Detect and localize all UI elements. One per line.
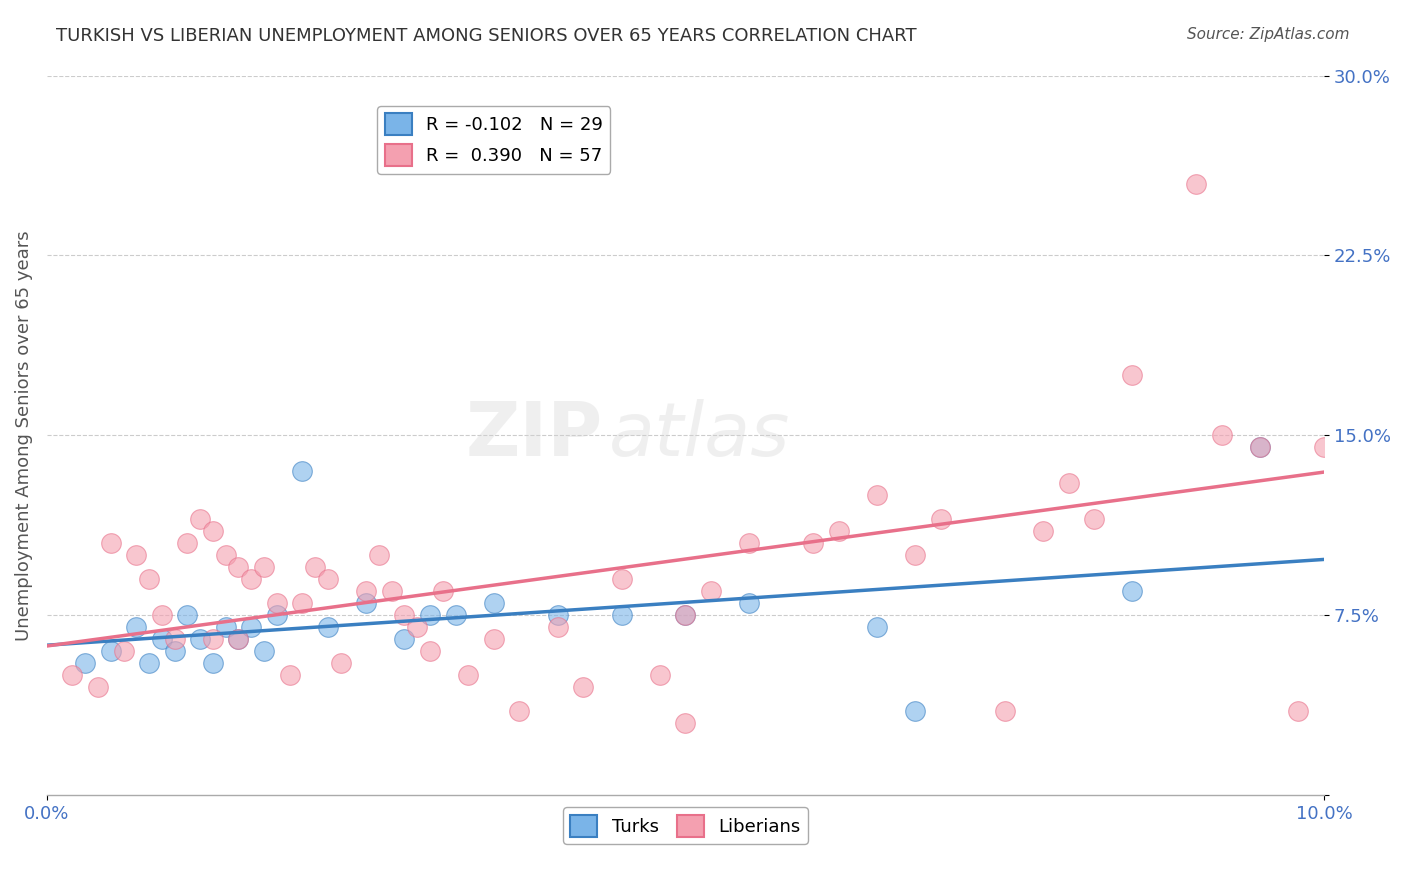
Point: [904, 549, 927, 563]
Point: [508, 705, 530, 719]
Point: [228, 632, 250, 647]
Point: [112, 644, 135, 658]
Point: [1286, 705, 1309, 719]
Point: [150, 608, 173, 623]
Point: [266, 596, 288, 610]
Point: [801, 536, 824, 550]
Point: [673, 608, 696, 623]
Point: [163, 632, 186, 647]
Point: [188, 512, 211, 526]
Point: [929, 512, 952, 526]
Point: [1032, 524, 1054, 539]
Point: [291, 596, 314, 610]
Point: [201, 632, 224, 647]
Point: [253, 560, 276, 574]
Point: [125, 549, 148, 563]
Point: [482, 632, 505, 647]
Point: [610, 608, 633, 623]
Legend: Turks, Liberians: Turks, Liberians: [562, 807, 808, 844]
Point: [62, 668, 84, 682]
Point: [457, 668, 479, 682]
Point: [176, 608, 198, 623]
Y-axis label: Unemployment Among Seniors over 65 years: Unemployment Among Seniors over 65 years: [15, 230, 32, 640]
Point: [419, 644, 441, 658]
Text: TURKISH VS LIBERIAN UNEMPLOYMENT AMONG SENIORS OVER 65 YEARS CORRELATION CHART: TURKISH VS LIBERIAN UNEMPLOYMENT AMONG S…: [56, 27, 917, 45]
Point: [316, 620, 339, 634]
Point: [572, 681, 595, 695]
Point: [253, 644, 276, 658]
Point: [100, 536, 122, 550]
Point: [547, 620, 569, 634]
Point: [381, 584, 404, 599]
Text: Source: ZipAtlas.com: Source: ZipAtlas.com: [1187, 27, 1350, 42]
Point: [1121, 584, 1143, 599]
Point: [138, 573, 160, 587]
Point: [278, 668, 301, 682]
Point: [100, 644, 122, 658]
Point: [1083, 512, 1105, 526]
Point: [432, 584, 454, 599]
Point: [1249, 441, 1271, 455]
Point: [406, 620, 429, 634]
Text: atlas: atlas: [609, 400, 790, 472]
Point: [994, 705, 1017, 719]
Point: [1211, 428, 1233, 442]
Point: [354, 596, 377, 610]
Point: [673, 608, 696, 623]
Point: [547, 608, 569, 623]
Point: [228, 560, 250, 574]
Point: [163, 644, 186, 658]
Point: [367, 549, 389, 563]
Point: [354, 584, 377, 599]
Point: [738, 596, 761, 610]
Point: [266, 608, 288, 623]
Point: [1339, 272, 1361, 286]
Point: [316, 573, 339, 587]
Point: [700, 584, 723, 599]
Point: [827, 524, 849, 539]
Point: [866, 620, 889, 634]
Point: [150, 632, 173, 647]
Point: [394, 608, 416, 623]
Point: [138, 657, 160, 671]
Point: [125, 620, 148, 634]
Point: [291, 465, 314, 479]
Point: [673, 716, 696, 731]
Point: [610, 573, 633, 587]
Text: ZIP: ZIP: [465, 399, 602, 472]
Point: [482, 596, 505, 610]
Point: [87, 681, 110, 695]
Point: [1057, 476, 1080, 491]
Point: [176, 536, 198, 550]
Point: [215, 549, 238, 563]
Point: [1313, 441, 1336, 455]
Point: [648, 668, 671, 682]
Point: [75, 657, 97, 671]
Point: [419, 608, 441, 623]
Point: [394, 632, 416, 647]
Point: [444, 608, 467, 623]
Point: [201, 657, 224, 671]
Point: [1121, 368, 1143, 383]
Point: [1185, 177, 1208, 191]
Point: [215, 620, 238, 634]
Point: [240, 620, 263, 634]
Point: [329, 657, 352, 671]
Point: [188, 632, 211, 647]
Point: [304, 560, 326, 574]
Point: [1249, 441, 1271, 455]
Point: [201, 524, 224, 539]
Point: [228, 632, 250, 647]
Point: [904, 705, 927, 719]
Point: [866, 488, 889, 502]
Point: [738, 536, 761, 550]
Point: [240, 573, 263, 587]
